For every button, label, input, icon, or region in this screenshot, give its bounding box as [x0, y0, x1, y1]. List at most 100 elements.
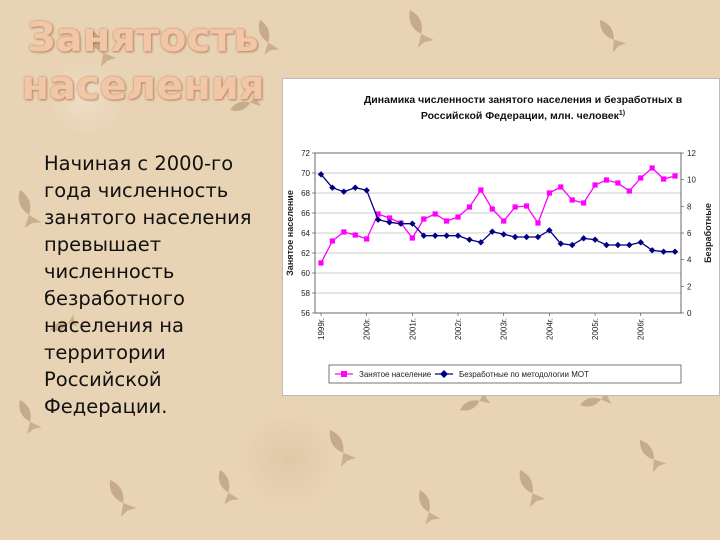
data-point-employed: [352, 232, 358, 238]
data-point-employed: [615, 180, 621, 186]
data-point-employed: [375, 211, 381, 217]
chart-title-line2: Российской Федерации, млн. человек1): [421, 110, 625, 122]
year-tick-label: 2000г.: [363, 318, 372, 340]
left-axis-ticks: 56 58 60 62 64 66 68 70 72: [301, 149, 315, 318]
year-tick-label: 2005г.: [591, 318, 600, 340]
data-point-employed: [535, 220, 541, 226]
data-point-employed: [603, 177, 610, 183]
data-point-employed: [364, 236, 370, 242]
left-tick-label: 64: [301, 229, 310, 238]
right-tick-label: 12: [687, 149, 696, 158]
data-point-unemployed: [534, 233, 542, 241]
data-point-employed: [409, 235, 415, 241]
data-point-unemployed: [420, 232, 427, 239]
data-point-employed: [501, 218, 507, 224]
data-point-employed: [523, 203, 530, 209]
right-tick-label: 0: [687, 309, 692, 318]
data-point-unemployed: [637, 239, 644, 246]
data-point-employed: [421, 216, 427, 222]
data-point-unemployed: [352, 184, 359, 191]
data-point-unemployed: [591, 236, 599, 243]
data-point-employed: [546, 190, 552, 196]
right-tick-label: 4: [687, 256, 692, 265]
data-point-unemployed: [546, 227, 553, 234]
data-point-unemployed: [454, 232, 462, 239]
data-point-employed: [660, 176, 667, 182]
data-point-unemployed: [329, 184, 336, 191]
data-point-unemployed: [489, 228, 496, 235]
data-point-unemployed: [466, 236, 473, 243]
right-axis-ticks: 0 2 4 6 8 10 12: [681, 149, 696, 318]
data-point-unemployed: [317, 171, 325, 178]
data-point-employed: [512, 204, 518, 210]
left-tick-label: 72: [301, 149, 310, 158]
slide-title: Занятость населения: [21, 15, 265, 109]
data-point-unemployed: [660, 248, 667, 255]
chart-container: Динамика численности занятого населения …: [282, 78, 720, 396]
left-tick-label: 66: [301, 209, 310, 218]
data-point-unemployed: [477, 239, 485, 246]
data-point-employed: [672, 173, 678, 179]
data-point-employed: [489, 206, 495, 212]
data-point-employed: [569, 197, 575, 203]
left-tick-label: 70: [301, 169, 310, 178]
year-tick-label: 2002г.: [454, 318, 463, 340]
chart-legend: Занятое население Безработные по методол…: [328, 364, 682, 384]
data-point-employed: [466, 204, 473, 210]
data-point-employed: [318, 260, 324, 266]
data-point-unemployed: [386, 219, 393, 226]
data-point-unemployed: [340, 188, 348, 195]
data-point-unemployed: [511, 233, 519, 241]
chart-title-line1: Динамика численности занятого населения …: [364, 94, 683, 106]
right-tick-label: 6: [687, 229, 692, 238]
right-axis-label: Безработные: [703, 203, 713, 263]
data-point-employed: [649, 165, 655, 171]
data-point-unemployed: [397, 220, 405, 227]
data-point-employed: [455, 214, 461, 220]
data-point-employed: [341, 229, 347, 235]
employment-unemployment-chart: Динамика численности занятого населения …: [285, 94, 713, 384]
left-axis-label: Занятое население: [285, 190, 295, 276]
data-point-employed: [638, 175, 644, 181]
year-tick-label: 2004г.: [545, 318, 554, 340]
left-tick-label: 60: [301, 269, 310, 278]
data-point-unemployed: [431, 232, 439, 239]
data-point-unemployed: [569, 241, 576, 249]
data-point-unemployed: [626, 241, 633, 249]
left-tick-label: 56: [301, 309, 310, 318]
data-point-employed: [558, 184, 564, 190]
data-point-unemployed: [374, 216, 382, 223]
legend-marker-unemployed: [440, 370, 448, 378]
data-point-employed: [329, 238, 336, 244]
data-point-employed: [626, 188, 632, 194]
x-axis-year-labels: 1999г. 2000г. 2001г. 2002г. 2003г. 2004г. 2005…: [317, 313, 646, 340]
right-tick-label: 2: [687, 282, 692, 291]
data-point-unemployed: [614, 241, 622, 249]
legend-marker-employed: [341, 371, 347, 377]
data-point-unemployed: [500, 231, 507, 238]
legend-box: [328, 364, 682, 384]
data-point-employed: [478, 187, 484, 193]
slide-body-text: Начиная с 2000-го года численность занят…: [44, 152, 252, 418]
data-point-unemployed: [671, 248, 679, 255]
year-tick-label: 2001г.: [408, 318, 417, 340]
data-point-employed: [432, 211, 438, 217]
data-point-employed: [386, 215, 393, 221]
chart-title-line2-text: Российской Федерации, млн. человек: [421, 110, 620, 122]
legend-label-unemployed: Безработные по методологии МОТ: [459, 370, 589, 379]
data-point-unemployed: [603, 241, 610, 249]
data-point-unemployed: [363, 187, 370, 194]
left-tick-label: 58: [301, 289, 310, 298]
data-point-employed: [592, 182, 598, 188]
series-layer: [317, 165, 679, 266]
right-tick-label: 8: [687, 202, 692, 211]
year-tick-label: 2006г.: [637, 318, 646, 340]
data-point-unemployed: [580, 235, 587, 242]
chart-title-footnote: 1): [619, 110, 625, 117]
right-tick-label: 10: [687, 176, 696, 185]
year-tick-label: 1999г.: [317, 318, 326, 340]
data-point-employed: [581, 200, 587, 206]
legend-label-employed: Занятое население: [359, 370, 432, 379]
data-point-employed: [444, 218, 450, 224]
left-tick-label: 68: [301, 189, 310, 198]
